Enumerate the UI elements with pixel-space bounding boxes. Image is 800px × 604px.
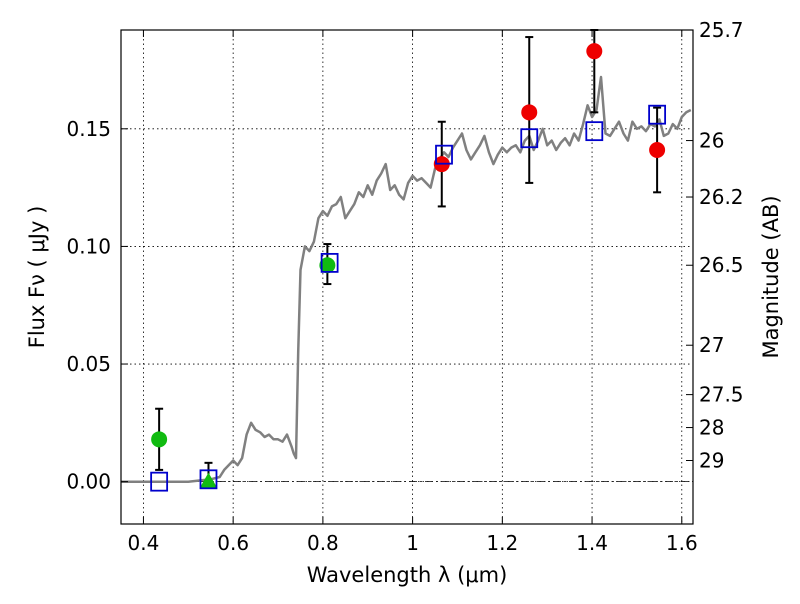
right-tick-label: 27 — [699, 333, 724, 357]
right-tick-label: 25.7 — [699, 18, 744, 42]
right-axis-label: Magnitude (AB) — [759, 195, 783, 358]
plot-frame — [120, 29, 694, 525]
x-tick-label: 0.6 — [217, 531, 249, 555]
model-photometry-square — [199, 469, 218, 490]
x-tick-label: 0.8 — [307, 531, 339, 555]
x-tick-label: 0.4 — [128, 531, 160, 555]
right-tick-label: 27.5 — [699, 383, 744, 407]
y-axis-label: Flux Fν ( μJy ) — [25, 206, 49, 349]
observed-point-red — [521, 104, 538, 121]
model-photometry-square — [648, 104, 667, 125]
right-tick-label: 26.2 — [699, 185, 744, 209]
x-tick-label: 1.2 — [486, 531, 518, 555]
grid-lines — [121, 30, 693, 524]
y-tick-label: 0.00 — [66, 470, 111, 494]
right-tick-label: 28 — [699, 416, 724, 440]
model-photometry-square — [320, 252, 339, 273]
right-tick-label: 29 — [699, 448, 724, 472]
y-tick-label: 0.10 — [66, 234, 111, 258]
y-tick-label: 0.15 — [66, 117, 111, 141]
observed-point-green — [151, 431, 168, 448]
y-tick-label: 0.05 — [66, 352, 111, 376]
error-bars — [155, 29, 662, 488]
model-photometry-square — [520, 128, 539, 149]
model-spectrum-line — [121, 75, 692, 483]
axis-ticks: 0.4 0.6 0.8 1 1.2 1.4 1.6 0.00 0.05 0.10 0.15 25.7 2… — [66, 18, 743, 555]
observed-point-red — [649, 141, 666, 158]
x-tick-label: 1.4 — [576, 531, 608, 555]
right-tick-label: 26.5 — [699, 253, 744, 277]
x-axis-label: Wavelength λ (μm) — [307, 563, 508, 587]
model-photometry-square — [435, 144, 453, 165]
model-photometry-square — [150, 471, 169, 492]
x-tick-label: 1.6 — [666, 531, 698, 555]
right-tick-label: 26 — [699, 129, 724, 153]
x-tick-label: 1 — [406, 531, 419, 555]
model-spectrum — [121, 75, 692, 483]
observed-point-red — [586, 43, 603, 60]
data-markers — [150, 43, 667, 492]
model-photometry-square — [585, 121, 604, 142]
